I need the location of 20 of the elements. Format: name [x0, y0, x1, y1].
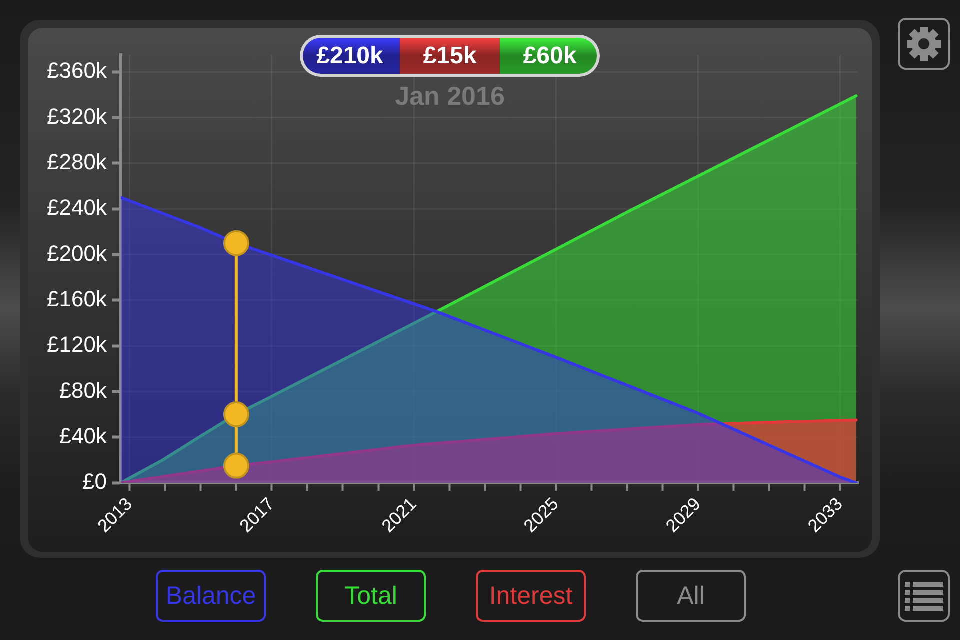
point — [223, 230, 250, 256]
y-tick-label: £240k — [47, 195, 108, 220]
point — [223, 402, 250, 428]
annotation: £60k — [523, 42, 578, 70]
y-tick-label: £320k — [47, 104, 108, 129]
y-tick-label: £120k — [47, 332, 108, 358]
text: Total — [344, 582, 398, 610]
text: Balance — [166, 582, 256, 610]
y-tick-label: £80k — [59, 378, 108, 403]
annotation: £15k — [423, 42, 478, 70]
y-tick-label: £0 — [82, 469, 107, 494]
y-tick-label: £40k — [59, 423, 108, 448]
y-tick-label: £280k — [47, 149, 108, 174]
text: Interest — [489, 582, 573, 610]
y-tick-label: £160k — [47, 286, 108, 312]
annotation: £210k — [316, 42, 384, 70]
y-tick-label: £200k — [47, 240, 108, 266]
text: All — [677, 582, 705, 610]
y-tick-label: £360k — [47, 58, 108, 84]
point — [223, 452, 250, 479]
